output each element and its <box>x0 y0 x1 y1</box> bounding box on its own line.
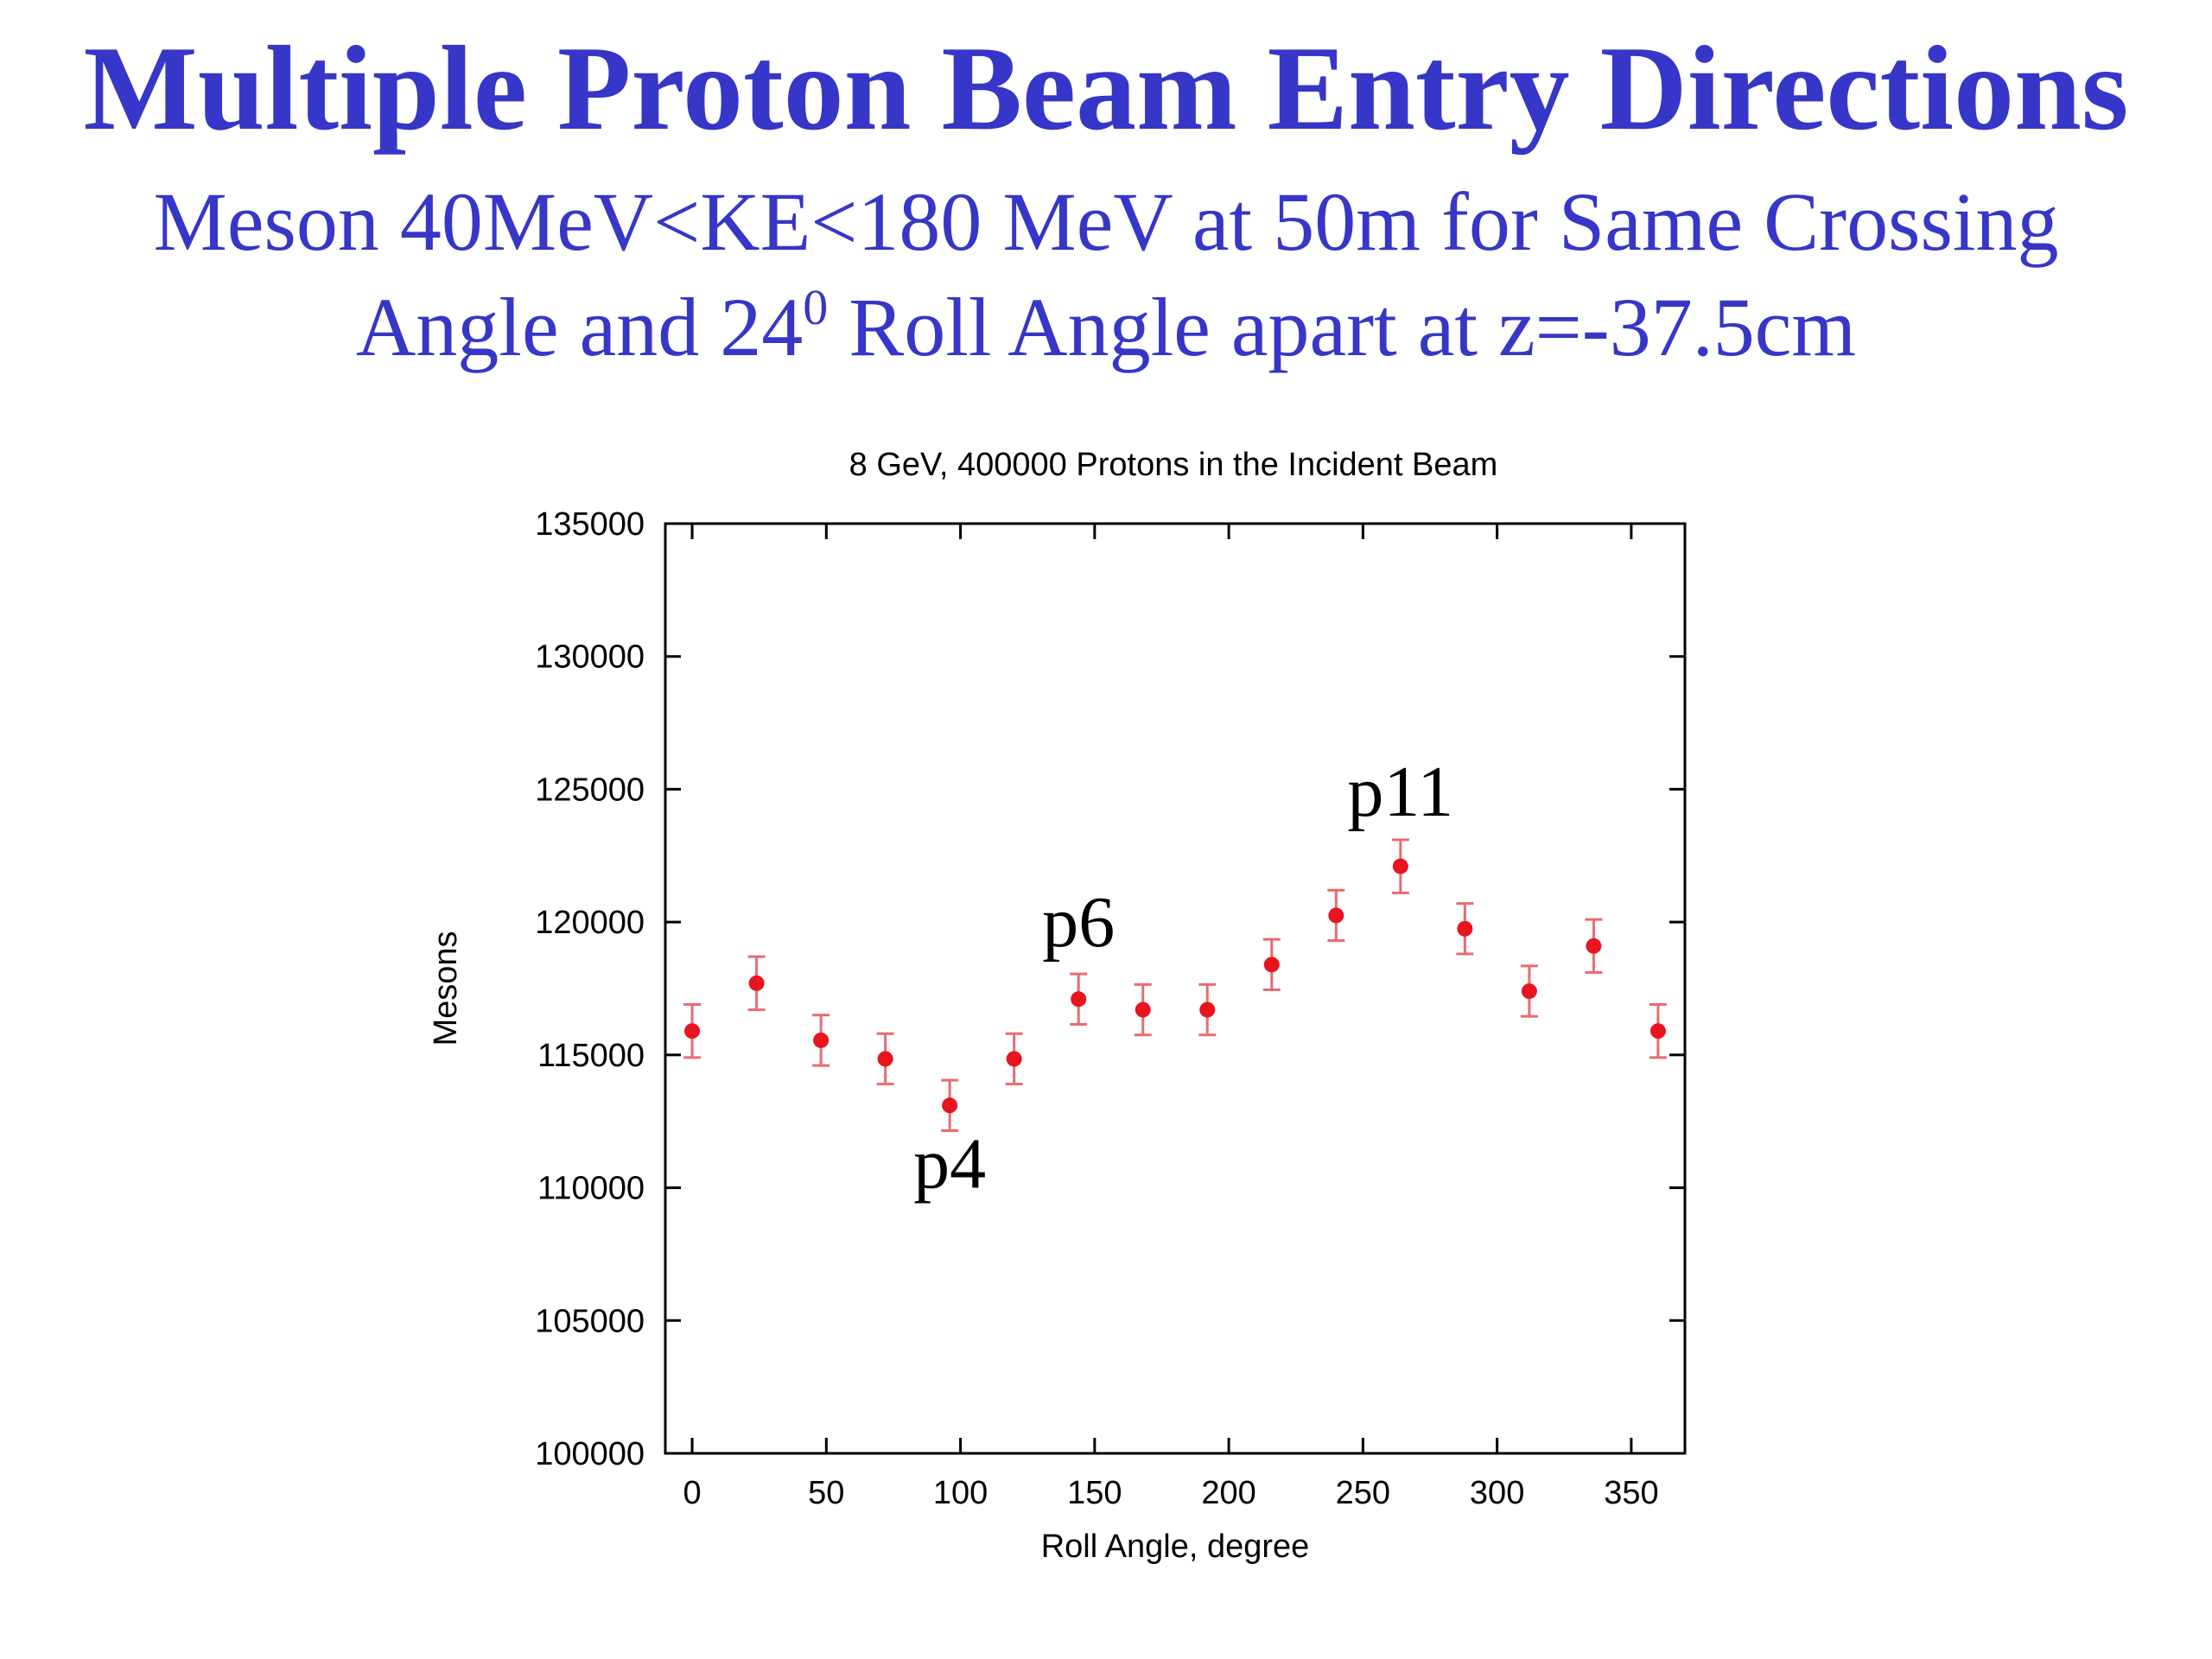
x-axis-label: Roll Angle, degree <box>1041 1529 1310 1565</box>
y-tick-label: 105000 <box>535 1303 645 1339</box>
data-point-group <box>747 955 766 1012</box>
data-point-group <box>941 1078 959 1132</box>
data-point-group <box>1134 982 1152 1037</box>
data-point-group <box>1198 982 1217 1037</box>
data-point-group <box>1327 888 1345 943</box>
data-point-group <box>1070 972 1088 1027</box>
y-tick-label: 100000 <box>535 1436 645 1472</box>
data-point-group <box>1262 938 1281 992</box>
y-tick-label: 120000 <box>535 905 645 941</box>
data-point <box>1649 1023 1666 1039</box>
data-point <box>1071 991 1087 1007</box>
data-point-group <box>1456 902 1474 956</box>
data-point <box>1586 938 1602 954</box>
x-tick-label: 0 <box>683 1475 701 1511</box>
degree-superscript: 0 <box>803 279 829 335</box>
annotation-label-p6: p6 <box>1042 882 1115 963</box>
x-tick-label: 50 <box>808 1475 844 1511</box>
y-tick-label: 110000 <box>537 1171 645 1207</box>
chart-title: 8 GeV, 400000 Protons in the Incident Be… <box>849 447 1498 483</box>
data-point-group <box>1649 1002 1667 1059</box>
plot-frame <box>664 522 1687 1455</box>
data-point <box>877 1051 893 1067</box>
data-point <box>1457 920 1473 937</box>
slide-title: Multiple Proton Beam Entry Directions <box>83 22 2129 156</box>
data-point <box>1263 957 1280 973</box>
y-tick-label: 125000 <box>535 772 645 808</box>
data-point <box>1135 1001 1151 1018</box>
x-tick-label: 200 <box>1201 1475 1255 1511</box>
y-tick-label: 115000 <box>537 1038 645 1074</box>
y-tick-label: 135000 <box>535 506 645 543</box>
data-points <box>683 838 1667 1132</box>
data-point <box>942 1097 958 1114</box>
x-tick-label: 100 <box>933 1475 988 1511</box>
data-point-group <box>1391 838 1409 894</box>
data-point-group <box>812 1014 830 1067</box>
data-point <box>684 1023 701 1039</box>
axes: 0 50 100 150 200 250 300 350 100000 105000 110000 1… <box>535 506 1685 1511</box>
x-tick-label: 350 <box>1604 1475 1658 1511</box>
data-point <box>748 975 765 991</box>
x-tick-label: 300 <box>1470 1475 1524 1511</box>
subtitle-line-2: Angle and 240 Roll Angle apart at z=-37.… <box>0 275 2212 391</box>
subtitle-line-2-post: Roll Angle apart at z=-37.5cm <box>828 281 1857 373</box>
x-tick-label: 150 <box>1067 1475 1122 1511</box>
y-tick-label: 130000 <box>535 639 645 676</box>
data-point-group <box>1005 1032 1023 1086</box>
data-point-group <box>1585 918 1603 975</box>
annotations: p4 p6 p11 <box>913 752 1453 1204</box>
data-point <box>1328 907 1344 924</box>
data-point-group <box>1520 964 1538 1018</box>
x-tick-label: 250 <box>1336 1475 1390 1511</box>
data-point <box>813 1032 830 1048</box>
slide-subtitle: Meson 40MeV<KE<180 MeV at 50m for Same C… <box>0 169 2212 391</box>
annotation-label-p4: p4 <box>913 1124 986 1205</box>
data-point <box>1006 1051 1022 1067</box>
data-point-group <box>876 1032 894 1086</box>
data-point <box>1392 858 1408 874</box>
y-axis-label: Mesons <box>428 931 464 1046</box>
data-point <box>1199 1001 1216 1018</box>
data-point <box>1521 983 1537 1000</box>
data-point-group <box>683 1002 702 1059</box>
subtitle-line-2-pre: Angle and 24 <box>355 281 804 373</box>
annotation-label-p11: p11 <box>1347 752 1453 832</box>
subtitle-line-1: Meson 40MeV<KE<180 MeV at 50m for Same C… <box>153 175 2059 268</box>
